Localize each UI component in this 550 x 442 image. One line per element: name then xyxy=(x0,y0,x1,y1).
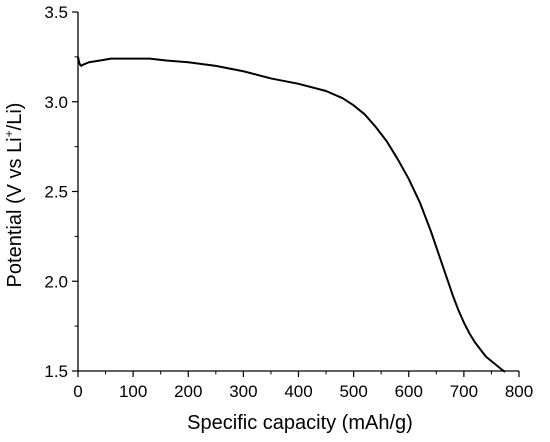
plot-area xyxy=(77,56,506,373)
y-tick-label: 3.5 xyxy=(44,3,68,22)
y-tick-label: 2.0 xyxy=(44,272,68,291)
x-tick-label: 400 xyxy=(284,382,312,401)
x-tick-label: 600 xyxy=(395,382,423,401)
y-tick-label: 2.5 xyxy=(44,183,68,202)
ticks: 0 100 200 300 400 500 600 700 800 1.5 2.0 2.5 3.0 3.5 xyxy=(44,3,533,401)
x-tick-label: 700 xyxy=(450,382,478,401)
x-tick-label: 800 xyxy=(505,382,533,401)
x-tick-label: 0 xyxy=(73,382,82,401)
y-tick-label: 1.5 xyxy=(44,362,68,381)
x-tick-label: 500 xyxy=(339,382,367,401)
y-axis-title: Potential (V vs Li+/Li) xyxy=(2,103,26,288)
x-axis-title: Specific capacity (mAh/g) xyxy=(187,412,413,434)
x-tick-label: 200 xyxy=(174,382,202,401)
x-tick-label: 300 xyxy=(229,382,257,401)
y-tick-label: 3.0 xyxy=(44,93,68,112)
axes xyxy=(77,12,519,372)
series-line-1 xyxy=(77,56,506,373)
x-tick-label: 100 xyxy=(119,382,147,401)
